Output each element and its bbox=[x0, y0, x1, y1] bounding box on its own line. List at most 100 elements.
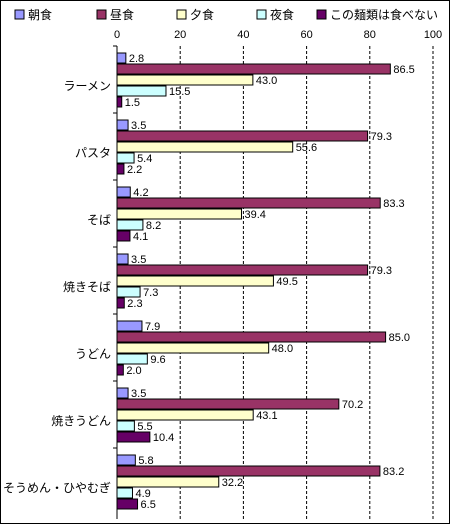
x-tick-label: 60 bbox=[300, 29, 312, 41]
data-label: 1.5 bbox=[125, 97, 140, 109]
category-label: うどん bbox=[75, 347, 111, 361]
bar bbox=[116, 275, 274, 287]
legend-swatch bbox=[96, 9, 107, 20]
legend-label: 夜食 bbox=[270, 7, 294, 22]
x-tick-label: 20 bbox=[174, 29, 186, 41]
data-label: 55.6 bbox=[296, 142, 317, 154]
data-label: 86.5 bbox=[393, 64, 414, 76]
legend-item: 昼食 bbox=[96, 7, 134, 22]
data-label: 7.9 bbox=[145, 321, 160, 333]
data-label: 49.5 bbox=[276, 276, 297, 288]
data-label: 8.2 bbox=[146, 220, 161, 232]
bar bbox=[116, 420, 135, 432]
bar bbox=[116, 286, 141, 298]
data-label: 32.2 bbox=[222, 477, 243, 489]
bar bbox=[116, 52, 127, 64]
bar bbox=[116, 476, 220, 488]
data-label: 6.5 bbox=[141, 499, 156, 511]
category-label: パスタ bbox=[75, 146, 111, 160]
bar bbox=[116, 387, 129, 399]
data-label: 15.5 bbox=[169, 86, 190, 98]
bar bbox=[116, 465, 381, 477]
data-label: 5.8 bbox=[138, 455, 153, 467]
bar bbox=[116, 96, 123, 108]
data-label: 39.4 bbox=[245, 209, 266, 221]
data-label: 85.0 bbox=[389, 332, 410, 344]
data-label: 79.3 bbox=[371, 265, 392, 277]
bar bbox=[116, 163, 125, 175]
bar bbox=[116, 320, 143, 332]
x-tick-label: 0 bbox=[114, 29, 120, 41]
bar bbox=[116, 230, 131, 242]
legend-item: この麺類は食べない bbox=[316, 7, 438, 22]
data-label: 7.3 bbox=[143, 287, 158, 299]
bar bbox=[116, 119, 129, 131]
data-label: 2.3 bbox=[127, 298, 142, 310]
legend: 朝食 昼食 夕食 夜食 この麺類は食べない bbox=[14, 7, 438, 22]
data-label: 43.0 bbox=[256, 75, 277, 87]
bar bbox=[116, 152, 135, 164]
data-label: 70.2 bbox=[342, 399, 363, 411]
legend-item: 夜食 bbox=[256, 7, 294, 22]
bar bbox=[116, 342, 270, 354]
legend-label: 昼食 bbox=[110, 7, 134, 22]
data-label: 2.0 bbox=[126, 365, 141, 377]
bar bbox=[116, 74, 254, 86]
legend-item: 朝食 bbox=[14, 7, 52, 22]
bar bbox=[116, 454, 136, 466]
bar bbox=[116, 331, 387, 343]
x-tick-label: 80 bbox=[364, 29, 376, 41]
bar bbox=[116, 297, 125, 309]
data-label: 83.3 bbox=[383, 198, 404, 210]
bar bbox=[116, 186, 131, 198]
x-tick-label: 40 bbox=[237, 29, 249, 41]
bar bbox=[116, 264, 369, 276]
bar bbox=[116, 398, 340, 410]
bar bbox=[116, 487, 133, 499]
legend-label: 夕食 bbox=[190, 7, 214, 22]
data-label: 4.2 bbox=[133, 187, 148, 199]
category-label: ラーメン bbox=[63, 79, 111, 93]
legend-swatch bbox=[176, 9, 187, 20]
data-label: 83.2 bbox=[383, 466, 404, 478]
bar bbox=[116, 197, 381, 209]
category-label: 焼きそば bbox=[63, 280, 111, 294]
data-label: 43.1 bbox=[256, 410, 277, 422]
bar bbox=[116, 409, 254, 421]
bar bbox=[116, 253, 129, 265]
data-label: 2.8 bbox=[129, 53, 144, 65]
data-label: 10.4 bbox=[153, 432, 174, 444]
bar bbox=[116, 498, 139, 510]
bar bbox=[116, 353, 148, 365]
category-label: 焼きうどん bbox=[51, 414, 111, 428]
category-label: そば bbox=[87, 213, 111, 227]
data-label: 4.9 bbox=[135, 488, 150, 500]
category-label: そうめん・ひやむぎ bbox=[3, 481, 111, 495]
data-label: 3.5 bbox=[131, 388, 146, 400]
data-label: 9.6 bbox=[150, 354, 165, 366]
bar bbox=[116, 431, 151, 443]
data-label: 5.5 bbox=[137, 421, 152, 433]
data-label: 5.4 bbox=[137, 153, 152, 165]
bar bbox=[116, 208, 243, 220]
data-label: 3.5 bbox=[131, 120, 146, 132]
data-label: 2.2 bbox=[127, 164, 142, 176]
data-label: 3.5 bbox=[131, 254, 146, 266]
legend-label: この麺類は食べない bbox=[330, 7, 438, 22]
legend-swatch bbox=[256, 9, 267, 20]
legend-label: 朝食 bbox=[28, 7, 52, 22]
data-label: 79.3 bbox=[371, 131, 392, 143]
bar bbox=[116, 130, 369, 142]
legend-item: 夕食 bbox=[176, 7, 214, 22]
bar bbox=[116, 141, 294, 153]
legend-swatch bbox=[316, 9, 327, 20]
bar bbox=[116, 85, 167, 97]
x-tick-label: 100 bbox=[424, 29, 442, 41]
data-label: 48.0 bbox=[272, 343, 293, 355]
bar bbox=[116, 63, 391, 75]
legend-swatch bbox=[14, 9, 25, 20]
bar bbox=[116, 219, 144, 231]
bar bbox=[116, 364, 124, 376]
